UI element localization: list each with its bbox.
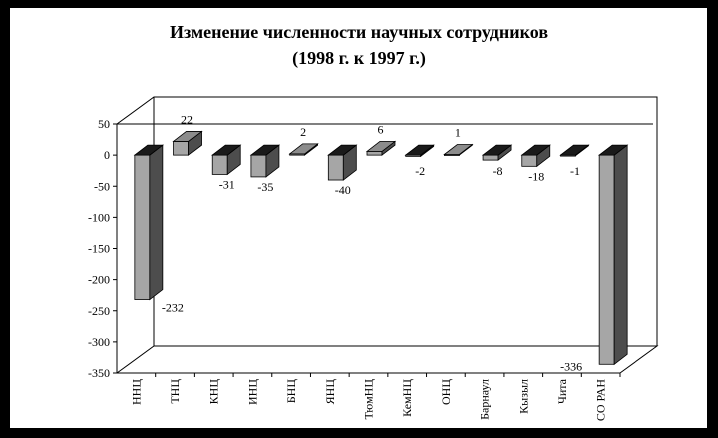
y-tick-label: 50 — [98, 117, 110, 131]
bar-top — [365, 140, 397, 152]
chart-title-line1: Изменение численности научных сотруднико… — [169, 22, 549, 42]
chart-title-line2: (1998 г. к 1997 г.) — [292, 48, 426, 68]
bar-front — [366, 150, 383, 156]
data-label: -1 — [570, 164, 580, 178]
x-tick-label: Чита — [555, 378, 569, 404]
bar-side — [613, 144, 628, 366]
y-tick-label: -300 — [88, 335, 110, 349]
floor-outline — [116, 345, 659, 374]
bar-top — [249, 144, 281, 156]
data-label: -2 — [415, 164, 425, 178]
x-tick-label: БНЦ — [284, 379, 298, 404]
x-tick-label: ТНЦ — [168, 379, 182, 404]
data-label: -31 — [219, 177, 235, 191]
data-label: -232 — [162, 301, 184, 315]
x-tick-label: КемНЦ — [400, 379, 414, 417]
bar-front — [173, 141, 189, 156]
bar-top — [481, 144, 513, 156]
x-tick-label: КНЦ — [207, 379, 221, 405]
bar-top — [327, 144, 358, 156]
bar-front — [482, 154, 499, 161]
bar-side — [149, 144, 164, 301]
y-tick-label: -200 — [88, 273, 110, 287]
data-label: 6 — [378, 122, 384, 136]
bar-front — [211, 154, 228, 175]
bar-top — [520, 144, 551, 156]
x-tick-label: Барнаул — [478, 379, 492, 420]
x-tick-label: ННЦ — [129, 379, 143, 405]
data-label: -336 — [560, 359, 582, 373]
bar-front — [134, 154, 151, 300]
bar-top — [559, 144, 590, 156]
bar-top — [288, 143, 319, 155]
bar-front — [327, 154, 344, 181]
x-tick-label: ОНЦ — [439, 379, 453, 405]
bar-top — [404, 144, 435, 156]
data-label: 1 — [455, 126, 461, 140]
bar-top — [443, 144, 474, 155]
bar-front — [250, 154, 267, 178]
bar-top — [597, 144, 629, 156]
x-tick-label: СО РАН — [594, 379, 608, 421]
data-label: -40 — [335, 183, 351, 197]
chart-panel — [10, 8, 707, 428]
data-label: -35 — [257, 180, 273, 194]
data-label: -8 — [493, 164, 503, 178]
x-tick-label: ТюмНЦ — [362, 379, 376, 420]
data-label: 2 — [300, 125, 306, 139]
y-tick-label: -350 — [88, 366, 110, 380]
y-tick-label: -150 — [88, 242, 110, 256]
data-label: -18 — [528, 169, 544, 183]
bar-top — [133, 144, 165, 156]
y-tick-label: -100 — [88, 210, 110, 224]
y-tick-label: -50 — [94, 179, 110, 193]
x-tick-label: ЯНЦ — [323, 379, 337, 405]
y-tick-label: -250 — [88, 304, 110, 318]
bar-top — [211, 144, 242, 156]
x-tick-label: Кызыл — [516, 379, 530, 414]
data-label: 22 — [181, 112, 193, 126]
bar-front — [598, 154, 615, 365]
y-tick-label: 0 — [104, 148, 110, 162]
x-tick-label: ИНЦ — [245, 379, 259, 405]
bar-front — [521, 154, 538, 167]
bar-top — [172, 131, 203, 142]
